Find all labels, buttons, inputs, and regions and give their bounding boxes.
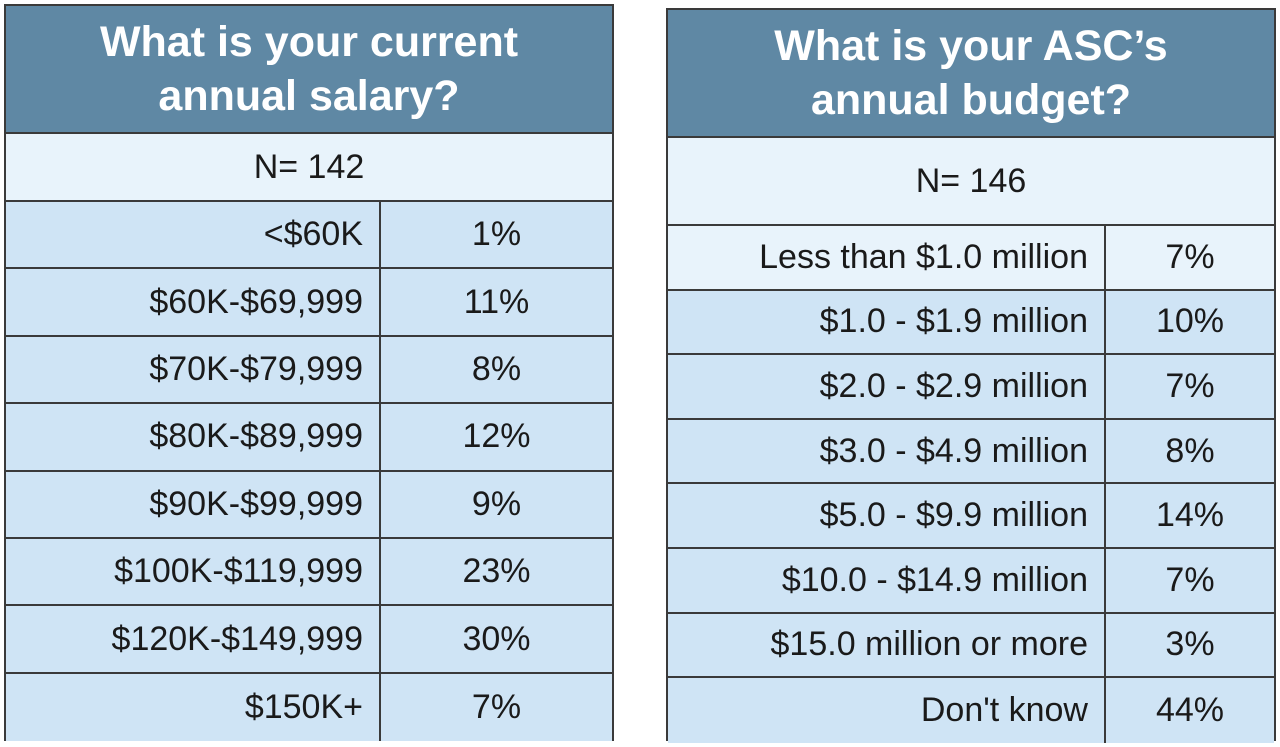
budget-table-row: $10.0 - $14.9 million 7% (668, 548, 1274, 614)
budget-table-row: $5.0 - $9.9 million 14% (668, 484, 1274, 549)
budget-table-row: $2.0 - $2.9 million 7% (668, 355, 1274, 420)
salary-rows: <$60K 1% $60K-$69,999 11% $70K-$79,999 8% $80K… (6, 202, 612, 742)
budget-table-row: Don't know 44% (668, 678, 1274, 743)
budget-row-label: $3.0 - $4.9 million (668, 419, 1106, 483)
budget-row-label: Less than $1.0 million (668, 226, 1106, 289)
salary-row-percent: 11% (463, 282, 530, 321)
budget-table-title: What is your ASC’s annual budget? (668, 10, 1274, 138)
salary-row-percent: 9% (471, 484, 522, 523)
budget-row-percent: 7% (1165, 560, 1215, 599)
salary-row-label: <$60K (6, 202, 381, 268)
salary-title-line-1: What is your current (99, 18, 519, 66)
salary-table-row: $60K-$69,999 11% (6, 269, 612, 337)
budget-table-row: $15.0 million or more 3% (668, 613, 1274, 679)
budget-row-label: $5.0 - $9.9 million (668, 484, 1106, 547)
salary-table: What is your current annual salary? N= 1… (4, 4, 614, 742)
budget-table-row: Less than $1.0 million 7% (668, 226, 1274, 291)
salary-row-percent: 30% (462, 619, 531, 658)
salary-table-row: $120K-$149,999 30% (6, 606, 612, 674)
salary-table-title: What is your current annual salary? (6, 6, 612, 134)
salary-row-percent: 7% (471, 687, 522, 726)
budget-row-label: $10.0 - $14.9 million (668, 548, 1106, 612)
salary-row-percent: 8% (471, 349, 522, 388)
budget-row-percent: 8% (1165, 431, 1215, 470)
salary-table-row: <$60K 1% (6, 202, 612, 270)
budget-table-row: $3.0 - $4.9 million 8% (668, 419, 1274, 485)
budget-row-percent: 10% (1155, 302, 1225, 341)
budget-row-percent: 44% (1155, 690, 1225, 729)
budget-row-percent: 7% (1165, 366, 1215, 405)
budget-sample-size: N= 146 (668, 138, 1274, 226)
salary-table-row: $70K-$79,999 8% (6, 336, 612, 405)
budget-row-label: Don't know (668, 678, 1106, 743)
budget-title-line-1: What is your ASC’s (774, 22, 1168, 70)
salary-table-row: $80K-$89,999 12% (6, 404, 612, 472)
budget-table: What is your ASC’s annual budget? N= 146… (666, 8, 1276, 743)
salary-title-line-2: annual salary? (158, 72, 460, 120)
budget-row-percent: 7% (1165, 237, 1215, 276)
salary-row-label: $90K-$99,999 (6, 471, 381, 537)
salary-row-label: $70K-$79,999 (6, 336, 381, 403)
salary-row-label: $150K+ (6, 673, 381, 742)
budget-row-label: $2.0 - $2.9 million (668, 355, 1106, 418)
salary-row-percent: 23% (462, 552, 531, 591)
salary-row-label: $80K-$89,999 (6, 404, 381, 470)
salary-sample-size: N= 142 (6, 134, 612, 202)
budget-rows: Less than $1.0 million 7% $1.0 - $1.9 mill… (668, 226, 1274, 743)
salary-row-label: $60K-$69,999 (6, 269, 381, 335)
salary-table-row: $90K-$99,999 9% (6, 471, 612, 539)
budget-row-percent: 3% (1165, 625, 1215, 664)
budget-row-label: $15.0 million or more (668, 613, 1106, 677)
budget-title-line-2: annual budget? (810, 76, 1132, 124)
budget-table-row: $1.0 - $1.9 million 10% (668, 290, 1274, 356)
budget-row-percent: 14% (1155, 496, 1225, 535)
salary-table-row: $100K-$119,999 23% (6, 538, 612, 607)
salary-row-label: $120K-$149,999 (6, 606, 381, 672)
budget-row-label: $1.0 - $1.9 million (668, 290, 1106, 354)
salary-row-percent: 12% (462, 417, 531, 456)
salary-table-row: $150K+ 7% (6, 673, 612, 742)
salary-row-percent: 1% (471, 215, 522, 254)
salary-row-label: $100K-$119,999 (6, 538, 381, 605)
